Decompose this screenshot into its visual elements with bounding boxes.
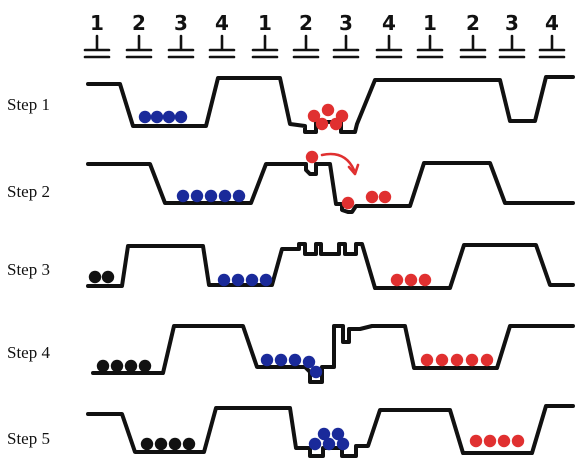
phase-header: 1 2 3 4 1 2 3 4 1 2 3 4 — [90, 11, 559, 35]
charge-dot — [497, 434, 511, 448]
charge-dot — [315, 117, 329, 131]
charge-dot — [96, 359, 110, 373]
charge-dot — [317, 427, 331, 441]
charge-dot — [435, 353, 449, 367]
charge-dot — [329, 117, 343, 131]
phase-number: 1 — [258, 11, 272, 35]
charge-dot — [450, 353, 464, 367]
charge-dot — [288, 353, 302, 367]
charge-dot — [232, 189, 246, 203]
charge-dot — [511, 434, 525, 448]
charge-dot — [420, 353, 434, 367]
phase-number: 4 — [545, 11, 559, 35]
charge-dot — [162, 110, 176, 124]
charge-dot — [378, 190, 392, 204]
charge-dot — [365, 190, 379, 204]
phase-number: 2 — [299, 11, 313, 35]
charge-dot — [154, 437, 168, 451]
charge-dot — [140, 437, 154, 451]
charge-dot — [138, 110, 152, 124]
phase-number: 3 — [505, 11, 519, 35]
gate-symbol — [498, 34, 526, 59]
charge-dot — [110, 359, 124, 373]
charge-dot — [182, 437, 196, 451]
step-label: Step 1 — [7, 95, 50, 114]
step-label: Step 3 — [7, 260, 50, 279]
step-label: Step 4 — [7, 343, 50, 362]
charge-dot — [305, 150, 319, 164]
gate-symbol — [251, 34, 279, 59]
potential-wells — [86, 75, 575, 458]
charge-dot — [259, 273, 273, 287]
charge-dot — [204, 189, 218, 203]
charge-dot — [138, 359, 152, 373]
charge-dot — [336, 437, 350, 451]
charge-dot — [124, 359, 138, 373]
charge-dot — [101, 270, 115, 284]
phase-number: 4 — [382, 11, 396, 35]
gate-symbol — [125, 34, 153, 59]
step-labels: Step 1 Step 2 Step 3 Step 4 Step 5 — [7, 95, 50, 448]
charge-dot — [418, 273, 432, 287]
charge-dot — [150, 110, 164, 124]
charge-dot — [321, 103, 335, 117]
well-profile-step-1 — [86, 75, 575, 134]
phase-number: 3 — [174, 11, 188, 35]
step-label: Step 2 — [7, 182, 50, 201]
charge-dot — [260, 353, 274, 367]
charge-dot — [480, 353, 494, 367]
gate-symbol — [332, 34, 360, 59]
charge-dot — [331, 427, 345, 441]
charge-dot — [483, 434, 497, 448]
charge-dot — [245, 273, 259, 287]
charge-dot — [404, 273, 418, 287]
phase-number: 2 — [466, 11, 480, 35]
charge-dot — [390, 273, 404, 287]
charge-dot — [217, 273, 231, 287]
phase-number: 1 — [90, 11, 104, 35]
charge-dot — [302, 355, 316, 369]
charge-dot — [174, 110, 188, 124]
well-profile-step-2 — [86, 161, 575, 214]
charge-dot — [322, 437, 336, 451]
well-profile-step-4 — [91, 324, 575, 384]
charge-dot — [469, 434, 483, 448]
charge-dot — [465, 353, 479, 367]
step-label: Step 5 — [7, 429, 50, 448]
gate-symbol — [208, 34, 236, 59]
gate-symbol — [416, 34, 444, 59]
phase-number: 4 — [215, 11, 229, 35]
phase-number: 3 — [339, 11, 353, 35]
charge-dot — [88, 270, 102, 284]
gate-symbol — [83, 34, 111, 59]
gate-symbol — [167, 34, 195, 59]
gate-symbol — [292, 34, 320, 59]
phase-number: 1 — [423, 11, 437, 35]
phase-number: 2 — [132, 11, 146, 35]
charge-dot — [218, 189, 232, 203]
charge-dot — [341, 196, 355, 210]
charge-packets — [88, 103, 525, 451]
gate-electrodes — [83, 34, 566, 59]
well-profile-step-3 — [86, 242, 575, 290]
charge-dot — [231, 273, 245, 287]
gate-symbol — [375, 34, 403, 59]
charge-dot — [309, 365, 323, 379]
transfer-arrow — [320, 152, 360, 176]
charge-dot — [274, 353, 288, 367]
gate-symbol — [459, 34, 487, 59]
charge-dot — [176, 189, 190, 203]
charge-dot — [190, 189, 204, 203]
charge-dot — [307, 109, 321, 123]
charge-dot — [308, 437, 322, 451]
charge-dot — [168, 437, 182, 451]
gate-symbol — [538, 34, 566, 59]
